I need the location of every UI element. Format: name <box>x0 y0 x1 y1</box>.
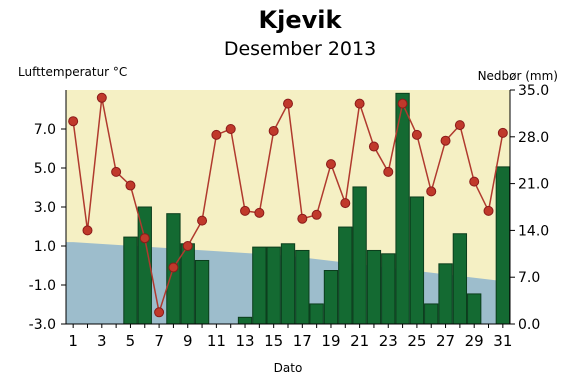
temperature-point <box>82 225 93 236</box>
temperature-point <box>96 92 107 103</box>
precipitation-bar <box>352 186 367 325</box>
precipitation-bar <box>266 246 281 325</box>
temperature-point <box>454 120 465 131</box>
x-tick-label: 5 <box>126 332 136 350</box>
precipitation-bar <box>381 253 396 325</box>
left-tick-label: -1.0 <box>29 278 56 294</box>
temperature-point <box>182 241 193 251</box>
precipitation-bar <box>323 270 339 325</box>
right-tick-label: 21.0 <box>518 177 549 193</box>
left-tick-label: 3.0 <box>34 200 56 216</box>
x-tick-label: 11 <box>207 332 226 350</box>
right-tick-label: 14.0 <box>518 223 549 239</box>
precipitation-bar <box>338 226 353 325</box>
chart-subtitle: Desember 2013 <box>224 38 376 60</box>
right-tick-label: 0.0 <box>518 317 540 333</box>
right-tick-label: 28.0 <box>518 130 549 146</box>
temperature-point <box>368 141 379 152</box>
left-tick-label: 1.0 <box>34 239 56 255</box>
temperature-point <box>411 129 422 140</box>
temperature-point <box>497 127 508 138</box>
temperature-point <box>325 159 336 170</box>
x-tick-label: 23 <box>379 332 398 350</box>
x-tick-label: 3 <box>97 332 107 350</box>
precipitation-bar <box>409 196 425 325</box>
precipitation-bar <box>194 259 210 325</box>
precipitation-bar <box>366 249 382 325</box>
x-axis-ticks: 1 3 5 7 9 11 13 15 17 19 21 23 25 27 29 31 <box>68 324 512 350</box>
precipitation-bar <box>495 166 511 325</box>
temperature-point <box>440 135 451 146</box>
x-axis-label: Dato <box>274 361 303 375</box>
left-tick-label: -3.0 <box>29 317 56 333</box>
x-tick-label: 27 <box>436 332 455 350</box>
precipitation-bar <box>309 303 324 325</box>
x-tick-label: 13 <box>235 332 254 350</box>
temperature-point <box>154 307 165 318</box>
precipitation-bar <box>467 293 482 325</box>
x-tick-label: 25 <box>407 332 426 350</box>
left-axis-label: Lufttemperatur °C <box>18 65 127 79</box>
temperature-point <box>211 129 222 140</box>
temperature-point <box>397 98 408 109</box>
temperature-point <box>483 205 494 216</box>
precipitation-bar <box>280 243 296 325</box>
precipitation-bar <box>295 249 310 325</box>
precipitation-bar <box>252 246 267 325</box>
x-tick-label: 31 <box>493 332 512 350</box>
temperature-point <box>426 186 437 197</box>
x-tick-label: 1 <box>68 332 78 350</box>
temperature-point <box>268 125 279 136</box>
x-tick-label: 15 <box>264 332 283 350</box>
precipitation-bar <box>237 316 253 325</box>
temperature-point <box>197 215 208 226</box>
temperature-point <box>139 233 150 244</box>
right-axis-ticks: 0.0 7.0 14.0 21.0 28.0 35.0 <box>510 83 549 333</box>
right-tick-label: 35.0 <box>518 83 549 99</box>
temperature-point <box>283 98 293 109</box>
temperature-point <box>68 116 79 127</box>
precipitation-bar <box>452 233 468 325</box>
x-tick-label: 9 <box>183 332 193 350</box>
right-axis-label: Nedbør (mm) <box>478 69 558 83</box>
chart-title: Kjevik <box>259 6 343 34</box>
precipitation-bar <box>123 236 138 325</box>
left-tick-label: 7.0 <box>34 122 56 138</box>
temperature-point <box>354 98 365 109</box>
precipitation-bar <box>438 263 453 325</box>
temperature-point <box>111 166 122 177</box>
temperature-point <box>168 262 179 273</box>
temperature-point <box>297 213 308 224</box>
x-tick-label: 7 <box>154 332 164 350</box>
right-tick-label: 7.0 <box>518 270 540 286</box>
left-tick-label: 5.0 <box>34 161 56 177</box>
temperature-point <box>240 205 251 216</box>
x-tick-label: 17 <box>293 332 312 350</box>
temperature-point <box>125 180 136 191</box>
left-axis-ticks: -3.0 -1.0 1.0 3.0 5.0 7.0 <box>29 122 66 333</box>
x-tick-label: 21 <box>350 332 369 350</box>
temperature-point <box>254 207 265 218</box>
precipitation-bar <box>424 303 439 325</box>
temperature-point <box>340 198 351 209</box>
plot-area <box>65 90 511 325</box>
temperature-point <box>383 166 394 177</box>
x-tick-label: 29 <box>465 332 484 350</box>
precipitation-bar <box>180 243 195 325</box>
temperature-point <box>469 176 480 187</box>
temperature-point <box>311 209 322 220</box>
x-tick-label: 19 <box>321 332 340 350</box>
temperature-point <box>225 124 236 134</box>
